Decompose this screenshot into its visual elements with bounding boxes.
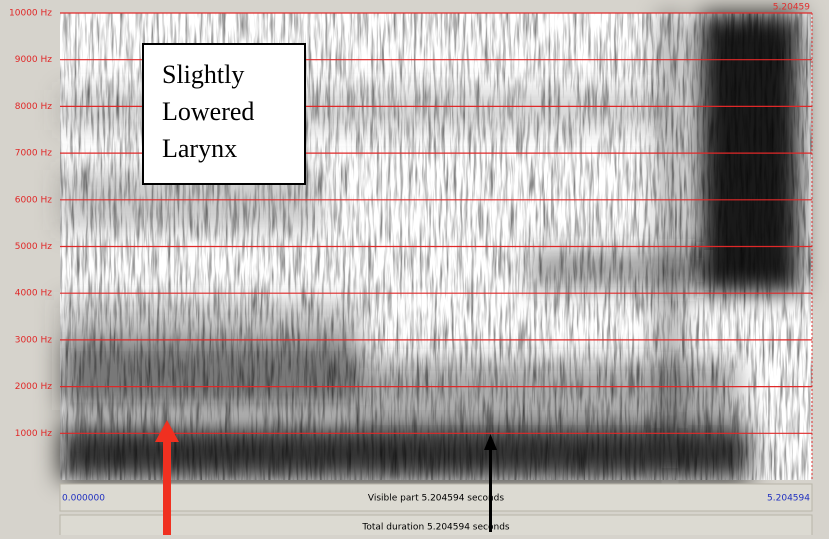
start-time: 0.000000	[62, 494, 105, 504]
annotation-line: Lowered	[162, 97, 254, 126]
y-axis-label: 8000 Hz	[15, 102, 53, 112]
annotation-line: Larynx	[162, 134, 237, 163]
y-axis-label: 3000 Hz	[15, 335, 53, 345]
red-arrow	[155, 420, 179, 535]
y-axis-label: 6000 Hz	[15, 195, 53, 205]
y-axis-label: 4000 Hz	[15, 289, 53, 299]
y-axis-label: 1000 Hz	[15, 429, 53, 439]
visible-duration: Visible part 5.204594 seconds	[368, 494, 504, 504]
cursor-time: 5.20459	[773, 3, 810, 13]
y-axis-label: 5000 Hz	[15, 242, 53, 252]
y-axis-label: 2000 Hz	[15, 382, 53, 392]
visible-bar	[59, 483, 813, 512]
frequency-grid: 10000 Hz 9000 Hz 8000 Hz 7000 Hz 6000 Hz 5000…	[9, 9, 812, 439]
annotation-frame	[142, 43, 306, 185]
y-axis-label: 9000 Hz	[15, 55, 53, 65]
annotation-text: Slightly Lowered Larynx	[162, 60, 254, 163]
annotation-box: Slightly Lowered Larynx	[142, 43, 306, 185]
total-duration: Total duration 5.204594 seconds	[361, 523, 510, 533]
annotation-line: Slightly	[162, 60, 244, 89]
black-arrow	[484, 434, 497, 532]
y-axis-label: 7000 Hz	[15, 149, 53, 159]
y-axis-label: 10000 Hz	[9, 9, 52, 19]
end-time: 5.204594	[767, 494, 810, 504]
